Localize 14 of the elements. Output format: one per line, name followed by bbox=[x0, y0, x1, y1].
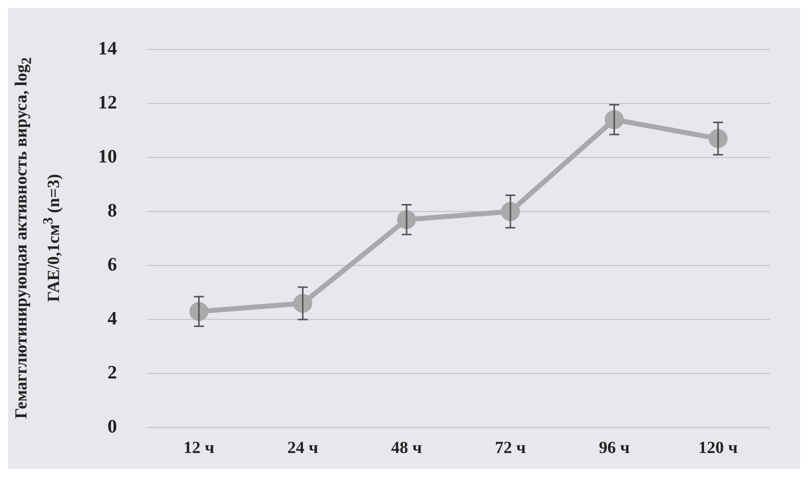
y-tick-label: 10 bbox=[98, 146, 117, 168]
y-tick-label: 2 bbox=[108, 362, 117, 384]
y-tick-label: 14 bbox=[98, 38, 118, 60]
y-tick-label: 0 bbox=[108, 416, 117, 438]
y-tick-label: 6 bbox=[108, 254, 117, 276]
x-tick-label: 48 ч bbox=[391, 438, 422, 458]
x-tick-label: 96 ч bbox=[598, 438, 630, 458]
y-tick-label: 4 bbox=[108, 308, 118, 330]
x-tick-label: 120 ч bbox=[698, 438, 738, 458]
x-tick-label: 24 ч bbox=[287, 438, 319, 458]
y-tick-label: 12 bbox=[98, 92, 117, 114]
x-tick-label: 72 ч bbox=[494, 438, 526, 458]
x-tick-label: 12 ч bbox=[183, 438, 215, 458]
y-tick-label: 8 bbox=[108, 200, 117, 222]
